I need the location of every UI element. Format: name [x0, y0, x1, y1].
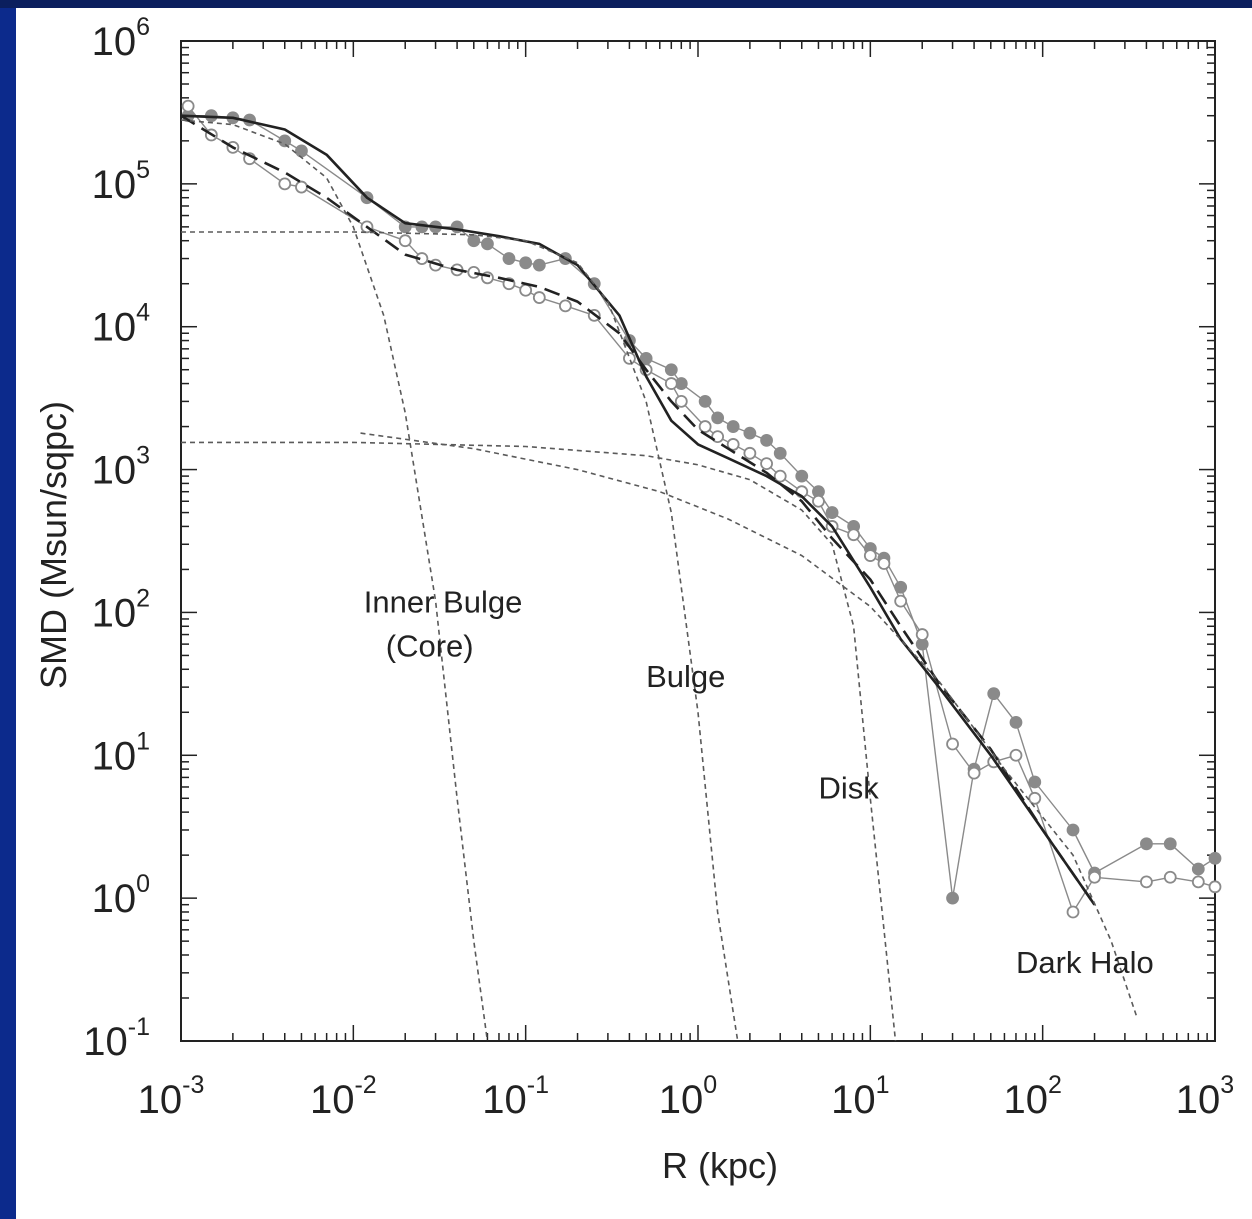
open-data-point [1208, 880, 1222, 894]
filled-data-point [698, 395, 712, 408]
series-long-dash-3-line [180, 114, 1096, 906]
filled-data-point [946, 891, 959, 905]
x-tick-label: 102 [1003, 1071, 1061, 1122]
filled-data-point [481, 237, 494, 251]
series-open-circles-1-line [187, 105, 1216, 913]
open-data-point [295, 180, 308, 194]
open-data-point [1088, 870, 1101, 884]
annotation-disk: Disk [818, 770, 879, 805]
y-tick-label: 105 [92, 156, 150, 207]
filled-data-point [1066, 823, 1080, 837]
filled-data-point [664, 363, 678, 377]
filled-data-point [773, 446, 787, 460]
y-tick-label: 104 [92, 299, 151, 350]
filled-data-point [795, 469, 809, 483]
y-tick-label: 100 [92, 870, 150, 921]
open-data-point [760, 457, 773, 471]
filled-data-point [1009, 715, 1023, 729]
annotation-inner-bulge-core: Inner Bulge (Core) [364, 584, 523, 663]
series-disk-line [181, 441, 897, 1042]
annotations: Inner Bulge (Core) Bulge Disk Dark Halo [364, 584, 1154, 979]
open-data-point [1191, 875, 1205, 889]
annotation-dark-halo: Dark Halo [1016, 945, 1154, 980]
open-data-point [743, 446, 757, 460]
y-tick-label: 102 [92, 584, 150, 635]
filled-data-point [532, 258, 546, 272]
filled-data-point [467, 234, 481, 248]
filled-data-point [1191, 862, 1205, 876]
open-data-point [623, 352, 636, 365]
filled-data-point [711, 411, 725, 425]
open-data-point [1163, 870, 1177, 884]
y-axis-title: SMD (Msun/sqpc) [33, 401, 74, 689]
filled-data-point [1208, 851, 1222, 865]
open-data-point [847, 528, 861, 542]
filled-data-point [295, 144, 308, 158]
series-inner-bulge-core-line [180, 119, 489, 1042]
open-data-point [946, 737, 959, 751]
filled-data-point [278, 134, 292, 148]
filled-data-point [1140, 837, 1153, 851]
y-tick-label: 103 [92, 442, 150, 493]
x-tick-label: 10-1 [482, 1071, 549, 1122]
x-tick-label: 103 [1176, 1071, 1234, 1122]
y-tick-label: 106 [92, 13, 150, 64]
x-tick-label: 10-2 [310, 1071, 377, 1122]
top-band [0, 0, 1252, 8]
series-bulge-line [181, 231, 739, 1042]
open-data-point [519, 283, 533, 297]
filled-data-point [502, 252, 516, 265]
smd-chart: 10-3 10-2 10-1 100 101 102 103 10-1 100 101 102 103… [33, 13, 1234, 1186]
open-data-point [967, 766, 981, 780]
open-data-point [812, 494, 825, 508]
y-tick-label: 10-1 [83, 1013, 150, 1064]
series-layer [180, 99, 1222, 1042]
x-tick-label: 101 [831, 1071, 889, 1122]
plot-frame [180, 40, 1216, 1042]
filled-data-point [987, 687, 1001, 701]
open-data-point [1066, 905, 1080, 919]
open-data-point [726, 438, 740, 451]
chart-panel: 10-3 10-2 10-1 100 101 102 103 10-1 100 101 102 103… [16, 8, 1252, 1219]
open-data-point [1140, 875, 1153, 889]
open-data-point [181, 99, 195, 113]
filled-data-point [726, 420, 740, 433]
open-data-point [467, 265, 481, 279]
series-dark-halo-line [360, 432, 1138, 1017]
open-data-point [863, 549, 877, 562]
open-data-point [1009, 748, 1023, 762]
x-tick-label: 100 [659, 1071, 717, 1122]
open-data-point [532, 291, 546, 304]
open-data-point [773, 469, 787, 483]
y-tick-label: 101 [92, 727, 150, 778]
tick-labels: 10-3 10-2 10-1 100 101 102 103 10-1 100 101 102 103… [83, 13, 1234, 1122]
filled-data-point [519, 256, 533, 270]
filled-data-point [760, 434, 773, 447]
open-data-point [915, 628, 929, 641]
x-axis-title: R (kpc) [662, 1145, 778, 1186]
open-data-point [698, 420, 712, 433]
filled-data-point [825, 506, 839, 519]
x-tick-label: 10-3 [138, 1071, 205, 1122]
filled-data-point [639, 352, 653, 365]
open-data-point [664, 377, 678, 390]
filled-data-point [1028, 775, 1042, 789]
open-data-point [278, 177, 292, 191]
filled-data-point [743, 426, 757, 440]
open-data-point [674, 395, 688, 408]
open-data-point [1028, 791, 1042, 805]
annotation-bulge: Bulge [646, 659, 725, 694]
series-solid-2-line [180, 114, 1096, 906]
open-data-point [877, 557, 891, 570]
open-data-point [558, 299, 572, 313]
series-filled-circles-0-line [188, 114, 1216, 899]
axis-ticks [180, 40, 1216, 1042]
open-data-point [398, 234, 412, 248]
filled-data-point [1163, 837, 1177, 851]
open-data-point [894, 594, 908, 608]
